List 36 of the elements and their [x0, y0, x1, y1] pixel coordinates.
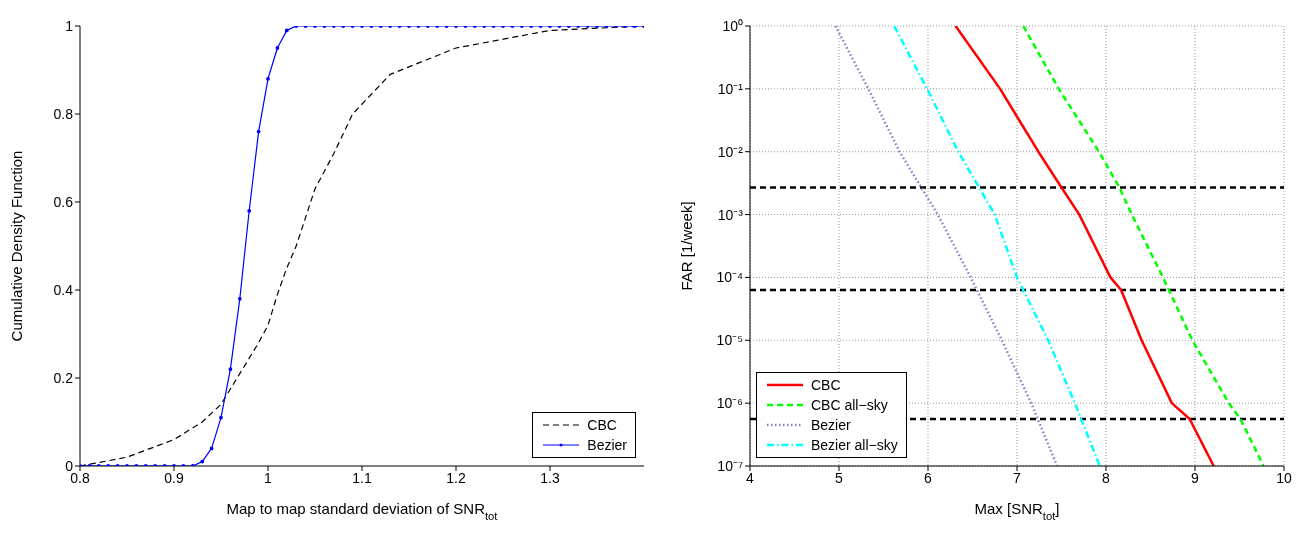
x-tick-label: 7 [1013, 469, 1022, 486]
y-tick-label: 0.6 [53, 193, 74, 210]
x-axis-title: Map to map standard deviation of SNR$_{tot}$ [226, 500, 499, 522]
x-tick-label: 1.2 [446, 469, 466, 486]
y-tick-label: 0.8 [53, 105, 74, 122]
legend-label: CBC [811, 376, 841, 394]
x-tick-label: 0.9 [164, 469, 184, 486]
y-tick-label: 10⁻⁷ [717, 457, 743, 474]
y-tick-label: 10⁻² [717, 143, 744, 160]
x-axis-title: Max [SNR$_{tot}$] [974, 500, 1060, 522]
y-tick-label: 1 [65, 17, 74, 34]
y-axis-title: FAR [1/week] [678, 201, 695, 291]
y-tick-label: 10⁻³ [717, 206, 744, 223]
legend-label: Bezier [811, 416, 851, 434]
x-tick-label: 1.3 [540, 469, 560, 486]
y-tick-label: 10⁻⁶ [716, 395, 743, 412]
x-tick-label: 9 [1191, 469, 1200, 486]
y-tick-label: 10⁻¹ [717, 80, 744, 97]
legend-label: Bezier all−sky [811, 436, 898, 454]
y-tick-label: 10⁰ [722, 17, 743, 34]
legend-label: Bezier [587, 436, 627, 454]
y-tick-label: 10⁻⁴ [716, 269, 743, 286]
y-tick-label: 0.2 [53, 369, 74, 386]
y-axis-title: Cumulative Density Function [8, 150, 25, 342]
x-tick-label: 1 [264, 469, 273, 486]
x-tick-label: 4 [746, 469, 755, 486]
y-tick-label: 0 [65, 457, 74, 474]
y-tick-label: 10⁻⁵ [716, 332, 743, 349]
x-tick-label: 5 [835, 469, 844, 486]
y-tick-label: 0.4 [53, 281, 74, 298]
x-tick-label: 1.1 [352, 469, 372, 486]
legend-label: CBC all−sky [811, 396, 888, 414]
legend-label: CBC [587, 416, 617, 434]
x-tick-label: 10 [1276, 469, 1292, 486]
x-tick-label: 6 [924, 469, 933, 486]
x-tick-label: 8 [1102, 469, 1111, 486]
